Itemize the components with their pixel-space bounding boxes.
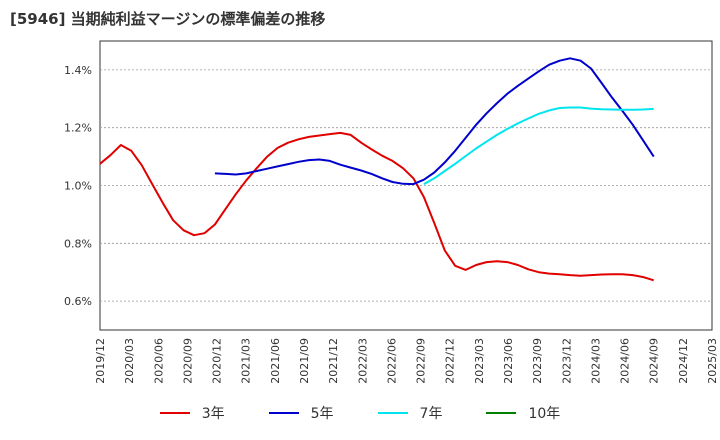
x-tick-label: 2025/03 — [706, 338, 719, 384]
legend-item: 5年 — [268, 403, 334, 423]
line-chart: 0.6% 0.8% 1.0% 1.2% 1.4% 2019/12 2020/03 2020/0… — [64, 40, 719, 384]
x-tick-label: 2022/12 — [444, 338, 457, 384]
x-tick-label: 2020/03 — [123, 338, 136, 384]
x-tick-label: 2022/03 — [356, 338, 369, 384]
legend-swatch — [377, 412, 408, 414]
x-tick-label: 2021/06 — [269, 338, 282, 384]
legend-label: 3年 — [201, 406, 225, 422]
series-line — [214, 57, 655, 186]
x-tick-label: 2021/12 — [327, 338, 340, 384]
legend-item: 7年 — [377, 403, 443, 423]
chart-title: [5946] 当期純利益マージンの標準偏差の推移 — [10, 10, 326, 28]
series-line — [423, 106, 654, 185]
x-tick-label: 2023/03 — [473, 338, 486, 384]
x-tick-label: 2021/09 — [298, 338, 311, 384]
x-tick-label: 2020/09 — [181, 338, 194, 384]
legend-item: 10年 — [486, 403, 560, 423]
x-tick-label: 2022/09 — [415, 338, 428, 384]
x-tick-label: 2022/06 — [385, 338, 398, 384]
x-tick-label: 2023/09 — [531, 338, 544, 384]
x-tick-label: 2024/09 — [648, 338, 661, 384]
y-tick-label: 1.4% — [64, 64, 92, 77]
x-tick-label: 2024/03 — [589, 338, 602, 384]
x-tick-label: 2021/03 — [240, 338, 253, 384]
x-tick-label: 2024/12 — [677, 338, 690, 384]
x-tick-label: 2020/12 — [211, 338, 224, 384]
x-tick-label: 2024/06 — [619, 338, 632, 384]
legend-swatch — [486, 412, 517, 414]
legend-label: 10年 — [528, 406, 561, 422]
y-tick-label: 0.8% — [64, 237, 92, 250]
x-tick-label: 2023/12 — [560, 338, 573, 384]
x-tick-label: 2023/06 — [502, 338, 515, 384]
legend-label: 7年 — [419, 406, 443, 422]
chart-legend: 3年 5年 7年 10年 — [0, 403, 720, 423]
legend-item: 3年 — [159, 403, 225, 423]
legend-label: 5年 — [310, 406, 334, 422]
legend-swatch — [268, 412, 299, 414]
y-tick-label: 1.2% — [64, 122, 92, 135]
y-tick-label: 0.6% — [64, 295, 92, 308]
series-line — [99, 131, 654, 282]
x-tick-label: 2020/06 — [152, 338, 165, 384]
x-tick-label: 2019/12 — [94, 338, 107, 384]
legend-swatch — [159, 412, 190, 414]
y-tick-label: 1.0% — [64, 180, 92, 193]
